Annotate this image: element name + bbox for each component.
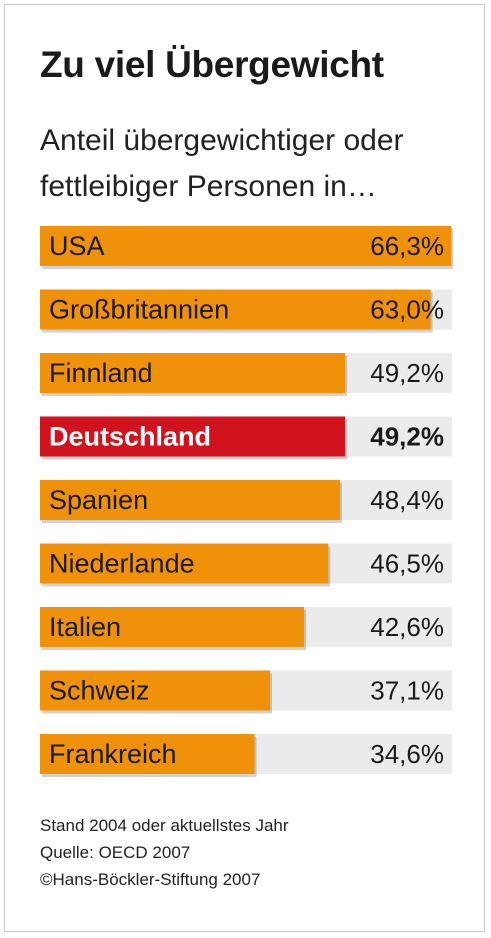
bar-value-label: 49,2% — [370, 358, 444, 388]
bar-row: Großbritannien 63,0% — [40, 289, 452, 333]
bar — [40, 353, 346, 393]
bar — [40, 416, 346, 457]
bar-category-label: Deutschland — [49, 422, 211, 452]
bar-category-label: Finnland — [49, 358, 153, 388]
bar-row: Spanien 48,4% — [40, 480, 452, 523]
bar-row: Finnland 49,2% — [40, 353, 452, 396]
bar-row: Deutschland 49,2% — [40, 416, 452, 460]
bar-row: Niederlande 46,5% — [40, 543, 452, 587]
bar-value-label: 48,4% — [370, 485, 444, 515]
bar-category-label: USA — [49, 231, 105, 261]
bar — [40, 480, 341, 520]
chart-subtitle: Anteil übergewichtiger oder fettleibiger… — [40, 124, 404, 203]
bar — [40, 607, 305, 647]
bar-category-label: Großbritannien — [49, 295, 229, 325]
footer-source: Quelle: OECD 2007 — [40, 843, 191, 862]
bar-value-label: 42,6% — [370, 612, 444, 642]
bar-row: Italien 42,6% — [40, 607, 452, 650]
footer-stand: Stand 2004 oder aktuellstes Jahr — [40, 816, 289, 835]
chart-title: Zu viel Übergewicht — [40, 44, 384, 85]
bar-value-label: 37,1% — [370, 676, 444, 706]
footer: Stand 2004 oder aktuellstes Jahr Quelle:… — [40, 812, 289, 893]
infographic-frame — [4, 4, 485, 932]
bar-category-label: Schweiz — [49, 676, 150, 706]
bar — [40, 734, 255, 774]
bar-value-label: 46,5% — [370, 549, 444, 579]
bar-row: Schweiz 37,1% — [40, 670, 452, 714]
bar — [40, 226, 452, 266]
footer-copyright: ©Hans-Böckler-Stiftung 2007 — [40, 870, 261, 889]
bar-value-label: 63,0% — [370, 295, 444, 325]
bar — [40, 670, 271, 711]
bar-row: USA 66,3% — [40, 226, 454, 269]
bar-category-label: Italien — [49, 612, 121, 642]
bar-category-label: Niederlande — [49, 549, 195, 579]
bar-category-label: Frankreich — [49, 739, 177, 769]
bar-value-label: 49,2% — [370, 422, 444, 452]
bar — [40, 543, 329, 584]
bar-value-label: 34,6% — [370, 739, 444, 769]
bar-row: Frankreich 34,6% — [40, 734, 452, 777]
bar-value-label: 66,3% — [370, 231, 444, 261]
bar — [40, 289, 431, 330]
bar-category-label: Spanien — [49, 485, 148, 515]
